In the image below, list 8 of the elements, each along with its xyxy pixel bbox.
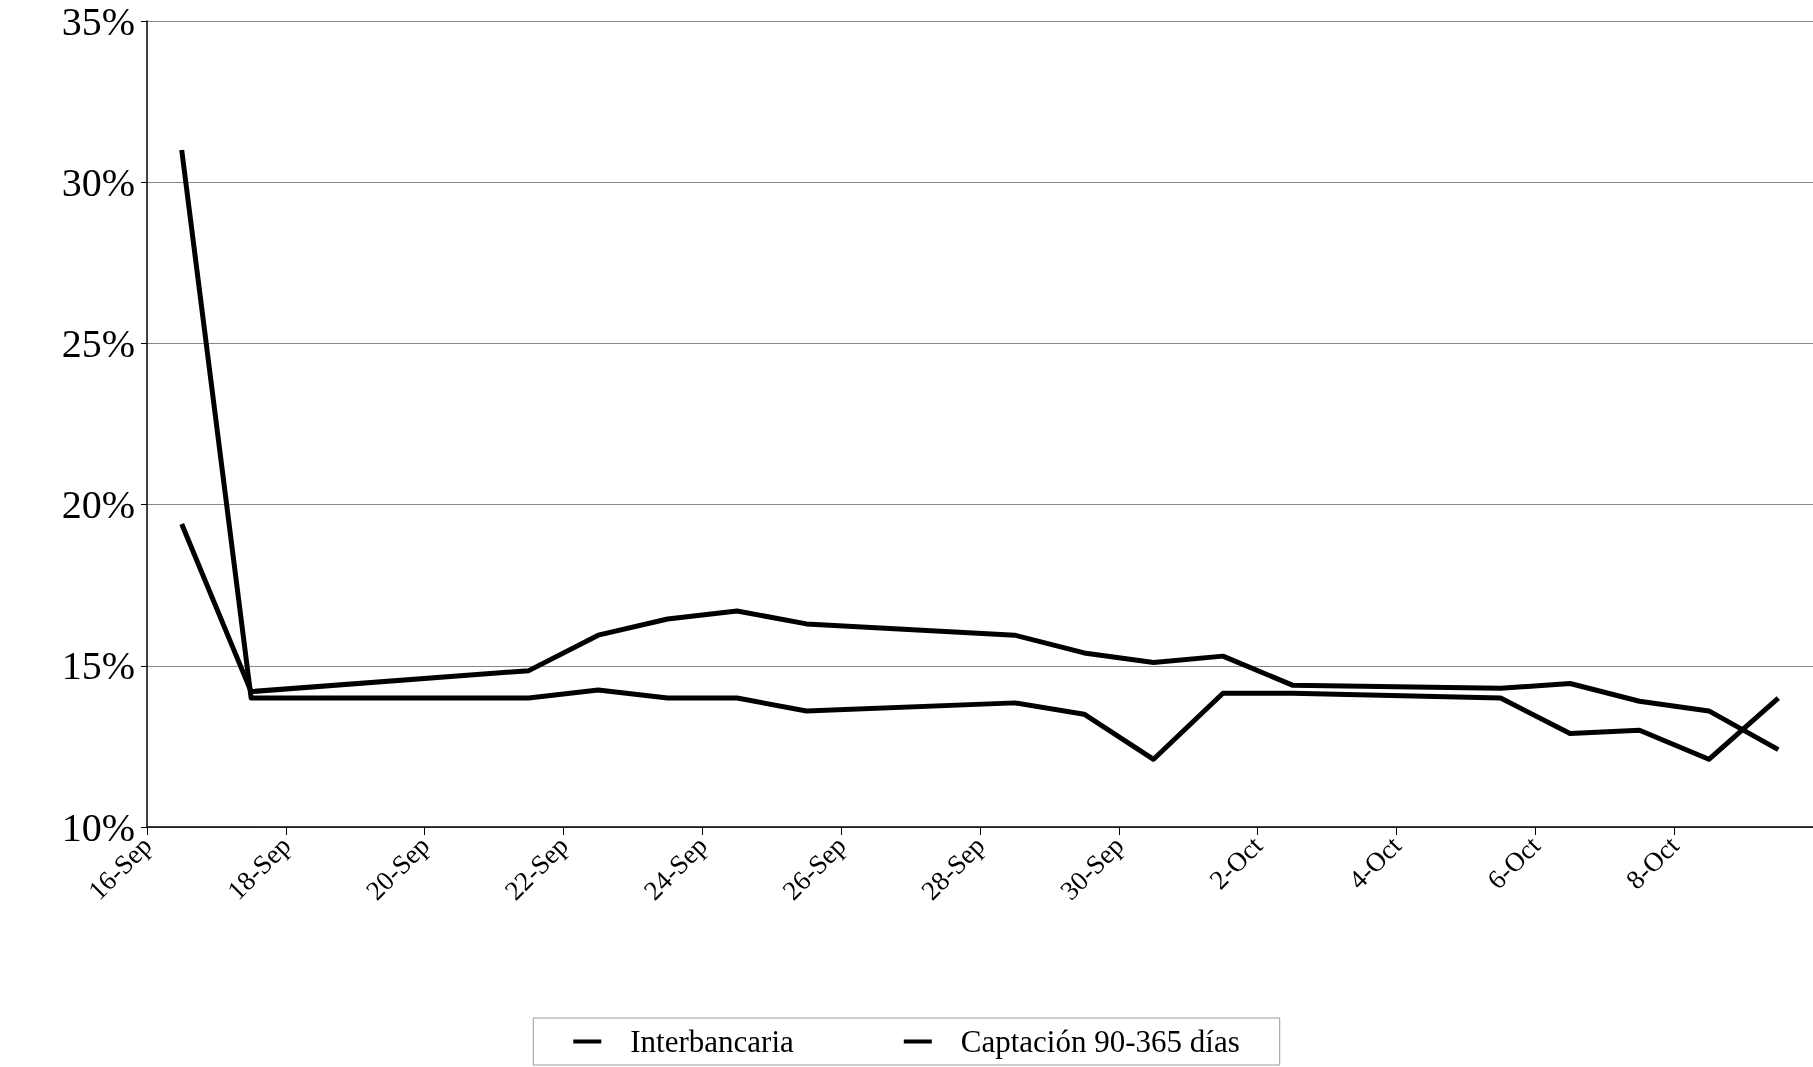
y-tick-label: 35% [61,0,135,44]
legend-label: Interbancaria [630,1024,795,1059]
y-tick-label: 30% [61,159,135,205]
y-tick-label: 15% [61,643,135,689]
y-tick-label: 20% [61,482,135,528]
legend-label: Captación 90-365 días [960,1024,1240,1059]
y-tick-label: 10% [61,804,135,850]
y-tick-label: 25% [61,320,135,366]
